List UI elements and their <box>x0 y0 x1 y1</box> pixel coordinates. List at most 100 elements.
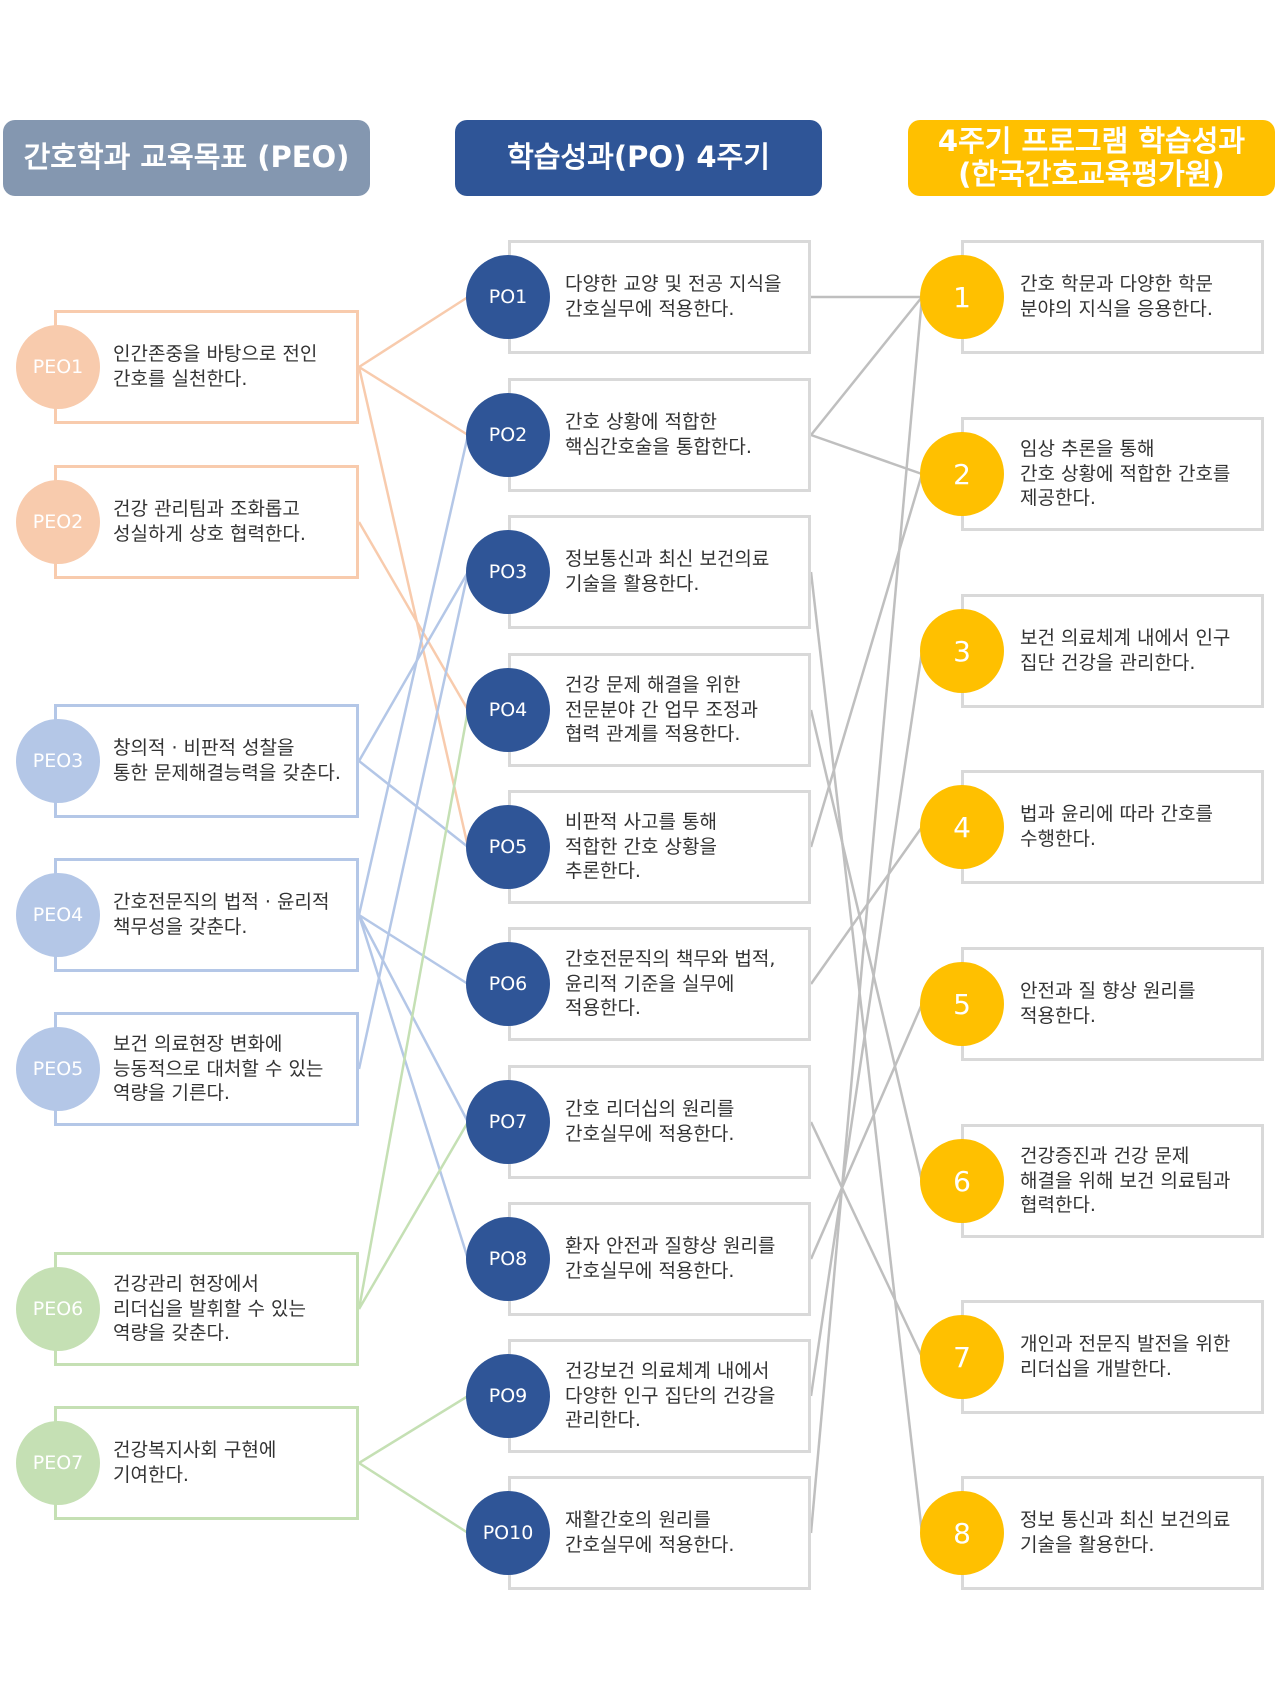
po-text: 간호 상황에 적합한 핵심간호술을 통합한다. <box>565 411 752 458</box>
peo-po-link <box>358 760 469 848</box>
peo-text: 창의적 · 비판적 성찰을 통한 문제해결능력을 갖춘다. <box>113 737 341 784</box>
po-badge: PO8 <box>466 1217 550 1301</box>
outcome-badge: 1 <box>920 255 1004 339</box>
po-outcome-link <box>809 571 924 1534</box>
peo-po-link <box>357 434 470 916</box>
po-badge: PO3 <box>466 530 550 614</box>
peo-header: 간호학과 교육목표 (PEO) <box>3 120 370 196</box>
po-text: 간호전문직의 책무와 법적, 윤리적 기준을 실무에 적용한다. <box>565 947 776 1020</box>
peo-text: 건강 관리팀과 조화롭고 성실하게 상호 협력한다. <box>113 498 306 545</box>
po-text: 다양한 교양 및 전공 지식을 간호실무에 적용한다. <box>565 273 782 320</box>
peo-box: 건강관리 현장에서 리더십을 발휘할 수 있는 역량을 갖춘다. <box>54 1252 359 1366</box>
po-box: 환자 안전과 질향상 원리를 간호실무에 적용한다. <box>508 1202 811 1316</box>
po-text: 간호 리더십의 원리를 간호실무에 적용한다. <box>565 1098 735 1145</box>
outcome-box: 보건 의료체계 내에서 인구 집단 건강을 관리한다. <box>961 594 1264 708</box>
po-text: 건강 문제 해결을 위한 전문분야 간 업무 조정과 협력 관계를 적용한다. <box>565 673 758 746</box>
po-badge: PO9 <box>466 1354 550 1438</box>
po-badge: PO6 <box>466 942 550 1026</box>
po-text: 환자 안전과 질향상 원리를 간호실무에 적용한다. <box>565 1235 776 1282</box>
po-text: 건강보건 의료체계 내에서 다양한 인구 집단의 건강을 관리한다. <box>565 1359 776 1432</box>
po-outcome-link <box>810 433 923 476</box>
peo-po-link <box>358 1461 469 1535</box>
peo-po-link <box>357 366 470 848</box>
outcome-box: 개인과 전문직 발전을 위한 리더십을 개발한다. <box>961 1300 1264 1414</box>
outcome-text: 건강증진과 건강 문제 해결을 위해 보건 의료팀과 협력한다. <box>1020 1144 1231 1217</box>
outcome-badge: 5 <box>920 962 1004 1046</box>
po-badge: PO5 <box>466 805 550 889</box>
po-box: 재활간호의 원리를 간호실무에 적용한다. <box>508 1476 811 1590</box>
po-box: 건강보건 의료체계 내에서 다양한 인구 집단의 건강을 관리한다. <box>508 1339 811 1453</box>
peo-box: 건강 관리팀과 조화롭고 성실하게 상호 협력한다. <box>54 465 359 579</box>
peo-po-link <box>358 1394 469 1465</box>
outcome-text: 정보 통신과 최신 보건의료 기술을 활용한다. <box>1020 1509 1231 1556</box>
po-badge: PO1 <box>466 255 550 339</box>
outcome-box: 임상 추론을 통해 간호 상황에 적합한 간호를 제공한다. <box>961 417 1264 531</box>
outcome-box: 건강증진과 건강 문제 해결을 위해 보건 의료팀과 협력한다. <box>961 1124 1264 1238</box>
peo-box: 간호전문직의 법적 · 윤리적 책무성을 갖춘다. <box>54 858 359 972</box>
peo-po-link <box>358 365 469 437</box>
po-header: 학습성과(PO) 4주기 <box>455 120 822 196</box>
peo-po-link <box>357 571 470 1070</box>
po-badge: PO2 <box>466 393 550 477</box>
outcome-box: 간호 학문과 다양한 학문 분야의 지식을 응용한다. <box>961 240 1264 354</box>
outcome-text: 보건 의료체계 내에서 인구 집단 건강을 관리한다. <box>1020 627 1231 674</box>
peo-po-link <box>357 709 470 1310</box>
peo-box: 건강복지사회 구현에 기여한다. <box>54 1406 359 1520</box>
outcome-badge: 8 <box>920 1491 1004 1575</box>
po-box: 간호전문직의 책무와 법적, 윤리적 기준을 실무에 적용한다. <box>508 927 811 1041</box>
peo-po-link <box>357 571 470 762</box>
outcome-text: 안전과 질 향상 원리를 적용한다. <box>1020 980 1196 1027</box>
po-outcome-link <box>810 296 923 436</box>
outcome-badge: 6 <box>920 1139 1004 1223</box>
outcome-badge: 7 <box>920 1315 1004 1399</box>
outcome-badge: 2 <box>920 432 1004 516</box>
peo-po-link <box>358 913 469 986</box>
peo-text: 건강관리 현장에서 리더십을 발휘할 수 있는 역량을 갖춘다. <box>113 1272 306 1345</box>
po-text: 정보통신과 최신 보건의료 기술을 활용한다. <box>565 548 770 595</box>
po-box: 건강 문제 해결을 위한 전문분야 간 업무 조정과 협력 관계를 적용한다. <box>508 653 811 767</box>
po-text: 비판적 사고를 통해 적합한 간호 상황을 추론한다. <box>565 810 717 883</box>
po-box: 다양한 교양 및 전공 지식을 간호실무에 적용한다. <box>508 240 811 354</box>
peo-box: 인간존중을 바탕으로 전인 간호를 실천한다. <box>54 310 359 424</box>
po-outcome-link <box>809 709 924 1182</box>
outcome-text: 법과 윤리에 따라 간호를 수행한다. <box>1020 803 1213 850</box>
peo-badge: PEO5 <box>16 1027 100 1111</box>
outcome-box: 법과 윤리에 따라 간호를 수행한다. <box>961 770 1264 884</box>
po-outcome-link <box>809 650 924 1397</box>
outcome-header: 4주기 프로그램 학습성과 (한국간호교육평가원) <box>908 120 1275 196</box>
outcome-badge: 3 <box>920 609 1004 693</box>
po-box: 비판적 사고를 통해 적합한 간호 상황을 추론한다. <box>508 790 811 904</box>
outcome-text: 임상 추론을 통해 간호 상황에 적합한 간호를 제공한다. <box>1020 437 1231 510</box>
peo-po-link <box>357 914 470 1123</box>
po-box: 간호 리더십의 원리를 간호실무에 적용한다. <box>508 1065 811 1179</box>
outcome-box: 정보 통신과 최신 보건의료 기술을 활용한다. <box>961 1476 1264 1590</box>
po-box: 간호 상황에 적합한 핵심간호술을 통합한다. <box>508 378 811 492</box>
peo-badge: PEO7 <box>16 1421 100 1505</box>
po-outcome-link <box>809 296 924 1534</box>
peo-po-link <box>357 914 470 1260</box>
peo-badge: PEO2 <box>16 480 100 564</box>
peo-po-link <box>357 521 470 711</box>
outcome-text: 개인과 전문직 발전을 위한 리더십을 개발한다. <box>1020 1333 1231 1380</box>
po-badge: PO4 <box>466 668 550 752</box>
peo-text: 건강복지사회 구현에 기여한다. <box>113 1439 277 1486</box>
po-outcome-link <box>809 1121 924 1358</box>
peo-badge: PEO6 <box>16 1267 100 1351</box>
peo-text: 보건 의료현장 변화에 능동적으로 대처할 수 있는 역량을 기른다. <box>113 1032 324 1105</box>
peo-text: 간호전문직의 법적 · 윤리적 책무성을 갖춘다. <box>113 891 330 938</box>
outcome-text: 간호 학문과 다양한 학문 분야의 지식을 응용한다. <box>1020 273 1213 320</box>
peo-box: 보건 의료현장 변화에 능동적으로 대처할 수 있는 역량을 기른다. <box>54 1012 359 1126</box>
po-outcome-link <box>809 473 924 848</box>
peo-badge: PEO1 <box>16 325 100 409</box>
peo-box: 창의적 · 비판적 성찰을 통한 문제해결능력을 갖춘다. <box>54 704 359 818</box>
outcome-badge: 4 <box>920 785 1004 869</box>
po-badge: PO10 <box>466 1491 550 1575</box>
outcome-box: 안전과 질 향상 원리를 적용한다. <box>961 947 1264 1061</box>
po-badge: PO7 <box>466 1080 550 1164</box>
peo-badge: PEO4 <box>16 873 100 957</box>
po-outcome-link <box>809 1003 924 1260</box>
peo-po-link <box>357 1121 470 1310</box>
peo-po-link <box>358 295 469 369</box>
